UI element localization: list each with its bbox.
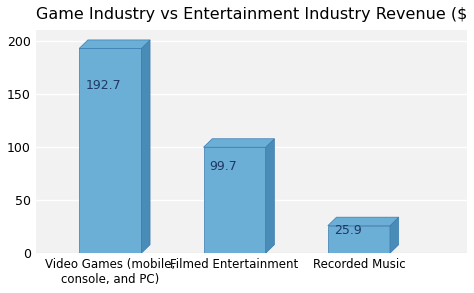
Polygon shape xyxy=(203,139,274,147)
Polygon shape xyxy=(203,147,265,253)
Polygon shape xyxy=(328,245,399,253)
Polygon shape xyxy=(203,245,274,253)
Polygon shape xyxy=(79,48,141,253)
Text: 192.7: 192.7 xyxy=(85,79,121,92)
Polygon shape xyxy=(390,217,399,253)
Polygon shape xyxy=(79,40,150,48)
Text: Game Industry vs Entertainment Industry Revenue ($ Bn): Game Industry vs Entertainment Industry … xyxy=(36,7,474,22)
Polygon shape xyxy=(328,226,390,253)
Text: 99.7: 99.7 xyxy=(210,160,237,173)
Polygon shape xyxy=(141,40,150,253)
Polygon shape xyxy=(265,139,274,253)
Text: 25.9: 25.9 xyxy=(334,224,362,237)
Polygon shape xyxy=(328,217,399,226)
Polygon shape xyxy=(79,245,150,253)
